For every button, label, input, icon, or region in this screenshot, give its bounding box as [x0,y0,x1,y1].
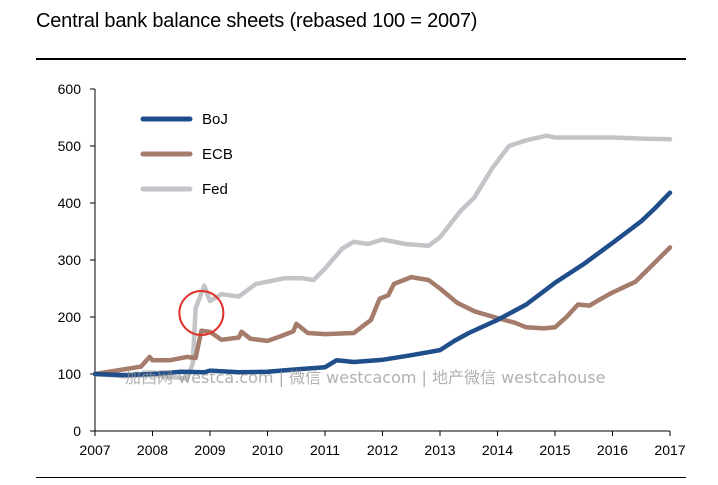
title-rule [36,58,686,60]
legend-label-fed: Fed [202,181,228,198]
y-tick-label: 100 [58,366,82,382]
y-tick-label: 600 [58,81,82,97]
y-tick-label: 0 [73,423,81,439]
series-line-ecb [92,245,673,377]
x-tick-label: 2013 [424,442,455,458]
x-tick-label: 2007 [79,442,110,458]
legend-label-ecb: ECB [202,146,233,163]
series-line-boj [92,190,673,378]
highlight-circle [178,290,225,336]
chart-title: Central bank balance sheets (rebased 100… [36,10,478,32]
x-tick-label: 2011 [310,442,340,458]
y-tick-label: 400 [58,195,82,211]
y-tick-label: 300 [58,252,82,268]
x-tick-label: 2009 [194,442,225,458]
x-tick-label: 2015 [539,442,570,458]
x-tick-label: 2014 [482,442,513,458]
watermark-text: 加西网 westca.com | 微信 westcacom | 地产微信 wes… [125,368,606,387]
x-tick-label: 2016 [597,442,628,458]
y-tick-label: 500 [58,138,82,154]
bottom-rule [36,477,686,478]
x-tick-label: 2008 [137,442,168,458]
x-tick-label: 2012 [367,442,398,458]
axes: 0 100 200 300 400 500 600 2007 2008 2009 2010 2011 2… [58,81,686,458]
legend: BoJ ECB Fed [140,111,233,198]
series-lines [92,133,673,381]
x-tick-label: 2010 [252,442,283,458]
x-tick-label: 2017 [654,442,685,458]
series-line-fed [92,133,673,381]
y-tick-label: 200 [58,309,82,325]
legend-label-boj: BoJ [202,111,228,128]
annotations [178,290,225,336]
